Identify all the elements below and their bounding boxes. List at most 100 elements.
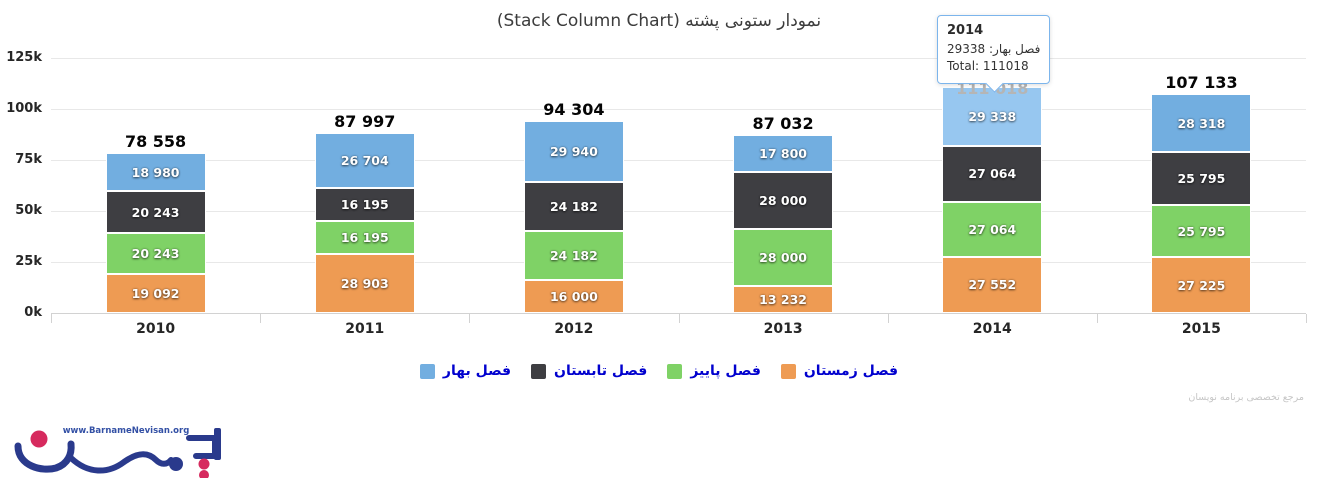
logo-meem-shape xyxy=(186,435,218,459)
watermark-text: مرجع تخصصی برنامه نویسان xyxy=(1188,392,1304,403)
legend-label: فصل پاییز xyxy=(690,363,761,379)
x-axis-label: 2013 xyxy=(763,321,803,337)
bar-total-label: 107 133 xyxy=(1165,73,1238,93)
legend-label: فصل زمستان xyxy=(803,363,899,379)
segment-value-label: 20 243 xyxy=(131,204,180,220)
axis-tick xyxy=(1306,314,1307,323)
bar-segment[interactable]: 25 795 xyxy=(1151,204,1252,258)
legend-swatch xyxy=(531,363,547,379)
bar-segment[interactable]: 16 000 xyxy=(523,280,624,313)
barnamenevisan-logo: www.BarnameNevisan.org xyxy=(14,426,221,478)
bar-segment[interactable]: 27 064 xyxy=(942,146,1043,202)
y-axis-label: 75k xyxy=(15,152,42,167)
legend-swatch xyxy=(419,363,435,379)
gridline xyxy=(51,261,1306,263)
bar-segment[interactable]: 27 225 xyxy=(1151,257,1252,313)
axis-tick xyxy=(1096,314,1098,323)
logo-pink-dot-lower xyxy=(199,470,209,478)
bar-total-label: 87 997 xyxy=(334,112,396,132)
bar-segment[interactable]: 24 182 xyxy=(523,181,624,231)
bar-segment[interactable]: 26 704 xyxy=(314,133,415,188)
segment-value-label: 19 092 xyxy=(131,285,180,301)
logo-navy-dot xyxy=(169,457,183,471)
axis-tick xyxy=(260,314,262,323)
logo-swoosh-left xyxy=(14,440,75,473)
bar-segment[interactable]: 25 795 xyxy=(1151,152,1252,205)
bar-segment[interactable]: 28 318 xyxy=(1151,94,1252,153)
tooltip-series-line: فصل بهار: 29338 xyxy=(947,42,1041,56)
segment-value-label: 16 195 xyxy=(340,230,389,245)
legend-item-0[interactable]: فصل بهار xyxy=(419,363,512,379)
legend: فصل بهار فصل تابستان فصل پاییز فصل زمستان xyxy=(0,363,1318,379)
segment-value-label: 27 064 xyxy=(968,221,1017,237)
segment-value-label: 18 980 xyxy=(131,164,180,180)
legend-label: فصل بهار xyxy=(442,363,512,379)
logo-pink-dot-upper xyxy=(198,458,210,470)
bar-segment[interactable]: 28 000 xyxy=(733,228,834,286)
chart-title: نمودار ستونی پشته (Stack Column Chart) xyxy=(496,11,822,31)
x-axis-label: 2014 xyxy=(972,321,1012,337)
segment-value-label: 27 552 xyxy=(968,277,1017,293)
bar-column-2010: 18 980 20 243 20 243 19 092 xyxy=(105,152,206,313)
segment-value-label: 25 795 xyxy=(1177,171,1226,186)
tooltip: 2014 فصل بهار: 29338 Total: 111018 xyxy=(937,15,1051,93)
logo-alef-bar xyxy=(214,428,221,460)
tooltip-total-line: Total: 111018 xyxy=(947,59,1029,74)
bar-total-label: 87 032 xyxy=(752,114,814,134)
bar-segment[interactable]: 17 800 xyxy=(733,135,834,172)
axis-tick xyxy=(469,314,471,323)
segment-value-label: 16 195 xyxy=(340,196,389,212)
bar-column-2015: 28 318 25 795 25 795 27 225 xyxy=(1151,94,1252,313)
bar-column-2014: 29 338 27 064 27 064 27 552 xyxy=(942,86,1043,313)
bar-segment[interactable]: 28 903 xyxy=(314,254,415,313)
legend-label: فصل تابستان xyxy=(554,363,648,379)
bar-total-label: 94 304 xyxy=(543,99,605,119)
bar-segment[interactable]: 19 092 xyxy=(105,274,206,313)
logo-wave xyxy=(68,451,174,474)
segment-value-label: 25 795 xyxy=(1177,223,1226,239)
y-axis-label: 125k xyxy=(6,50,42,65)
bar-segment[interactable]: 18 980 xyxy=(105,152,206,192)
bar-segment[interactable]: 24 182 xyxy=(523,231,624,281)
segment-value-label: 16 000 xyxy=(549,289,598,305)
bar-column-2011: 26 704 16 195 16 195 28 903 xyxy=(314,133,415,313)
segment-value-label: 28 000 xyxy=(759,192,807,208)
segment-value-label: 28 903 xyxy=(340,275,389,291)
bar-segment[interactable]: 20 243 xyxy=(105,191,206,233)
segment-value-label: 27 064 xyxy=(968,166,1017,182)
bar-segment[interactable]: 28 000 xyxy=(733,171,834,229)
tooltip-title: 2014 xyxy=(947,23,984,38)
segment-value-label: 13 232 xyxy=(759,291,807,307)
bar-segment[interactable]: 27 552 xyxy=(942,256,1043,313)
axis-tick xyxy=(51,314,52,323)
bar-segment[interactable]: 20 243 xyxy=(105,232,206,275)
bar-segment[interactable]: 16 195 xyxy=(314,187,415,221)
gridline xyxy=(51,312,1306,314)
bar-segment[interactable]: 13 232 xyxy=(733,285,834,313)
legend-swatch xyxy=(780,363,796,379)
segment-value-label: 24 182 xyxy=(549,198,598,214)
segment-value-label: 28 000 xyxy=(759,249,807,265)
logo-url-text: www.BarnameNevisan.org xyxy=(63,426,190,436)
legend-item-1[interactable]: فصل تابستان xyxy=(531,363,647,379)
segment-value-label: 27 225 xyxy=(1177,277,1226,293)
x-axis-label: 2012 xyxy=(554,321,594,337)
y-axis-label: 25k xyxy=(15,254,42,269)
axis-tick xyxy=(887,314,889,323)
segment-value-label: 17 800 xyxy=(759,146,807,162)
legend-item-2[interactable]: فصل پاییز xyxy=(667,363,761,379)
axis-tick xyxy=(678,314,680,323)
segment-value-label: 29 940 xyxy=(549,143,598,159)
y-axis-label: 50k xyxy=(15,203,42,218)
gridline xyxy=(51,57,1306,59)
gridline xyxy=(51,210,1306,212)
bar-segment[interactable]: 27 064 xyxy=(942,201,1043,257)
bar-segment[interactable]: 29 940 xyxy=(523,120,624,182)
logo-pink-dot xyxy=(30,430,48,448)
y-axis-label: 0k xyxy=(24,305,42,320)
bar-segment[interactable]: 16 195 xyxy=(314,220,415,255)
x-axis-label: 2010 xyxy=(136,321,176,337)
legend-item-3[interactable]: فصل زمستان xyxy=(780,363,899,379)
x-axis-label: 2015 xyxy=(1181,321,1221,337)
